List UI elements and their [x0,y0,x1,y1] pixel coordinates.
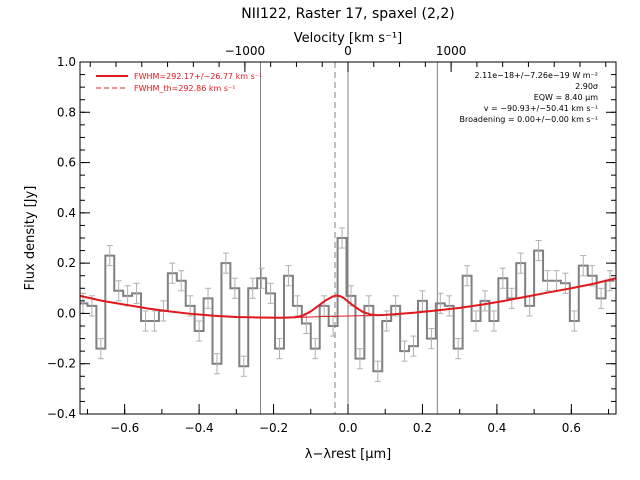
y-tick-label-4: 0.4 [57,206,76,220]
y-tick-label-7: 1.0 [57,55,76,69]
x-tick-label-1: −0.4 [185,421,214,435]
legend-label-1: FWHM_th=292.86 km s⁻¹ [134,84,235,93]
y-tick-label-0: −0.4 [47,407,76,421]
y-axis-label: Flux density [Jy] [23,186,38,291]
annotation-1: 2.90σ [575,82,598,91]
y-tick-label-2: 0.0 [57,306,76,320]
annotation-0: 2.11e−18+/−7.26e−19 W m⁻² [474,71,598,80]
spectrum-step-line [80,237,615,373]
annotation-2: EQW = 8.40 μm [534,93,598,102]
y-tick-label-6: 0.8 [57,105,76,119]
y-tick-label-5: 0.6 [57,156,76,170]
data-group [80,62,616,414]
top-tick-label-2: 1000 [436,44,467,58]
x-axis-label: λ−λrest [μm] [305,447,391,462]
x-tick-label-4: 0.2 [413,421,432,435]
top-axis-label: Velocity [km s⁻¹] [294,31,402,46]
x-tick-label-3: 0.0 [338,421,357,435]
annotation-3: v = −90.93+/−50.41 km s⁻¹ [484,104,598,113]
y-tick-label-1: −0.2 [47,357,76,371]
x-tick-label-0: −0.6 [110,421,139,435]
continuum-curve [80,277,616,319]
chart-title: NII122, Raster 17, spaxel (2,2) [241,6,454,22]
annotation-4: Broadening = 0.00+/−0.00 km s⁻¹ [460,115,598,124]
x-tick-label-5: 0.4 [487,421,506,435]
top-tick-label-0: −1000 [225,44,266,58]
x-tick-label-2: −0.2 [259,421,288,435]
y-tick-label-3: 0.2 [57,256,76,270]
legend-label-0: FWHM=292.17+/−26.77 km s⁻¹ [134,72,262,81]
top-tick-label-1: 0 [344,44,352,58]
x-tick-label-6: 0.6 [562,421,581,435]
